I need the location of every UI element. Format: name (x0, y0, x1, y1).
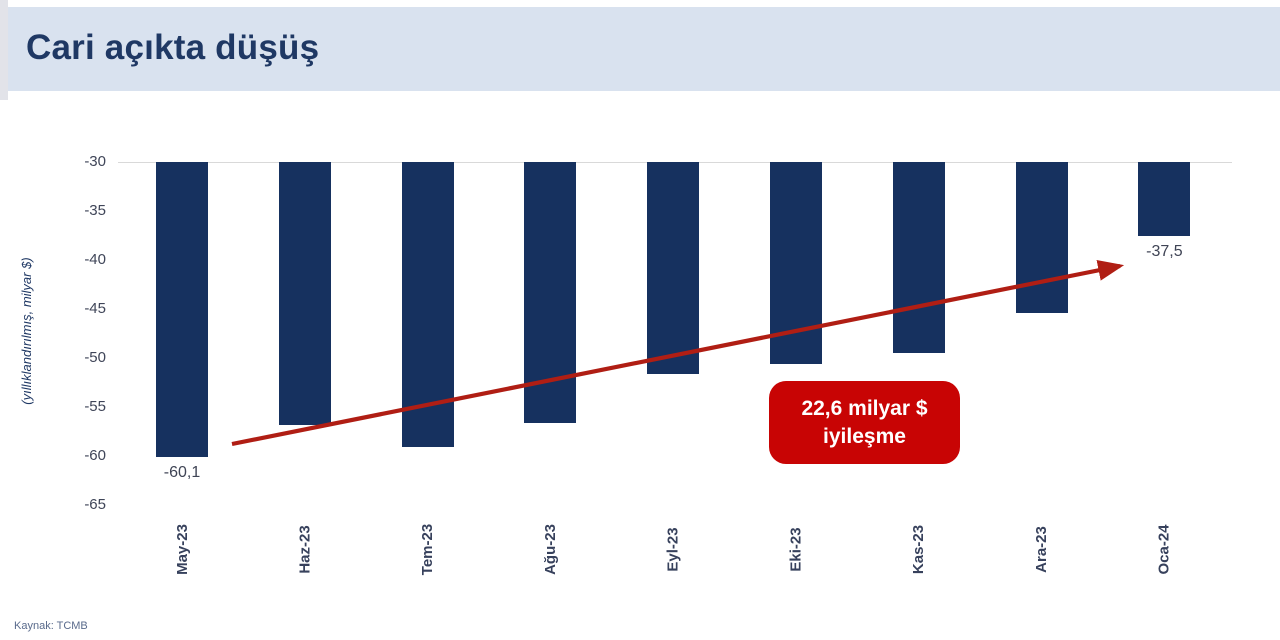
bar-Oca-24 (1138, 162, 1191, 236)
y-tick-label: -65 (84, 496, 106, 513)
y-tick-label: -55 (84, 398, 106, 415)
bar-Eki-23 (770, 162, 822, 364)
x-tick-label-Oca-24: Oca-24 (1155, 523, 1173, 575)
bar-Haz-23 (278, 162, 331, 425)
y-tick-label: -60 (84, 447, 106, 464)
x-tick-label-Kas-23: Kas-23 (910, 524, 928, 574)
bar-Tem-23 (401, 162, 454, 448)
source-label: Kaynak: TCMB (14, 620, 88, 632)
y-tick-label: -45 (84, 300, 106, 317)
badge-line1: 22,6 milyar $ (801, 396, 928, 420)
y-tick-label: -30 (84, 153, 106, 170)
improvement-badge: 22,6 milyar $ iyileşme (769, 381, 960, 464)
y-tick-label: -40 (84, 251, 106, 268)
bar-Eyl-23 (647, 162, 700, 374)
data-label-May-23: -60,1 (163, 463, 201, 481)
bar-Ağu-23 (524, 162, 577, 423)
y-tick-label: -35 (84, 202, 106, 219)
x-tick-label-Eyl-23: Eyl-23 (664, 526, 682, 572)
header-band: Cari açıkta düşüş (8, 7, 1280, 91)
badge-line2: iyileşme (823, 424, 906, 448)
page-title: Cari açıkta düşüş (26, 28, 320, 68)
x-tick-label-May-23: May-23 (173, 523, 191, 575)
x-tick-label-Ara-23: Ara-23 (1033, 525, 1051, 573)
bar-Kas-23 (892, 162, 945, 354)
left-edge-strip (0, 0, 8, 100)
bar-Ara-23 (1015, 162, 1068, 313)
y-axis-title: (yıllıklandırılmış, milyar $) (19, 257, 34, 405)
x-tick-label-Ağu-23: Ağu-23 (541, 523, 559, 575)
bar-May-23 (156, 162, 208, 457)
x-tick-label-Eki-23: Eki-23 (787, 526, 805, 572)
x-tick-label-Tem-23: Tem-23 (419, 523, 437, 575)
y-tick-label: -50 (84, 349, 106, 366)
x-tick-label-Haz-23: Haz-23 (296, 524, 314, 574)
data-label-Oca-24: -37,5 (1146, 242, 1183, 260)
